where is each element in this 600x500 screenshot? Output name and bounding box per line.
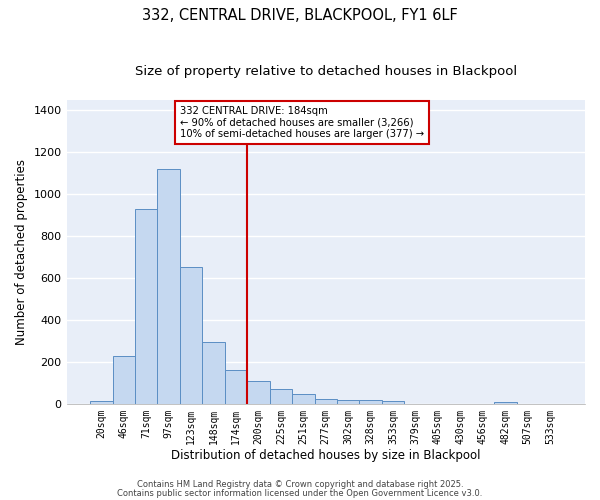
Bar [292,394,314,404]
Bar [337,400,359,404]
Bar [113,356,135,404]
Bar [135,209,157,404]
Text: 332 CENTRAL DRIVE: 184sqm
← 90% of detached houses are smaller (3,266)
10% of se: 332 CENTRAL DRIVE: 184sqm ← 90% of detac… [180,106,424,140]
Bar [269,389,292,404]
Bar [494,402,517,404]
Title: Size of property relative to detached houses in Blackpool: Size of property relative to detached ho… [135,65,517,78]
Y-axis label: Number of detached properties: Number of detached properties [15,159,28,345]
Bar [90,400,113,404]
Bar [382,402,404,404]
X-axis label: Distribution of detached houses by size in Blackpool: Distribution of detached houses by size … [171,450,481,462]
Bar [314,398,337,404]
Bar [247,381,269,404]
Text: Contains HM Land Registry data © Crown copyright and database right 2025.: Contains HM Land Registry data © Crown c… [137,480,463,489]
Bar [180,266,202,404]
Bar [157,169,180,404]
Bar [225,370,247,404]
Text: 332, CENTRAL DRIVE, BLACKPOOL, FY1 6LF: 332, CENTRAL DRIVE, BLACKPOOL, FY1 6LF [142,8,458,22]
Text: Contains public sector information licensed under the Open Government Licence v3: Contains public sector information licen… [118,488,482,498]
Bar [202,342,225,404]
Bar [359,400,382,404]
